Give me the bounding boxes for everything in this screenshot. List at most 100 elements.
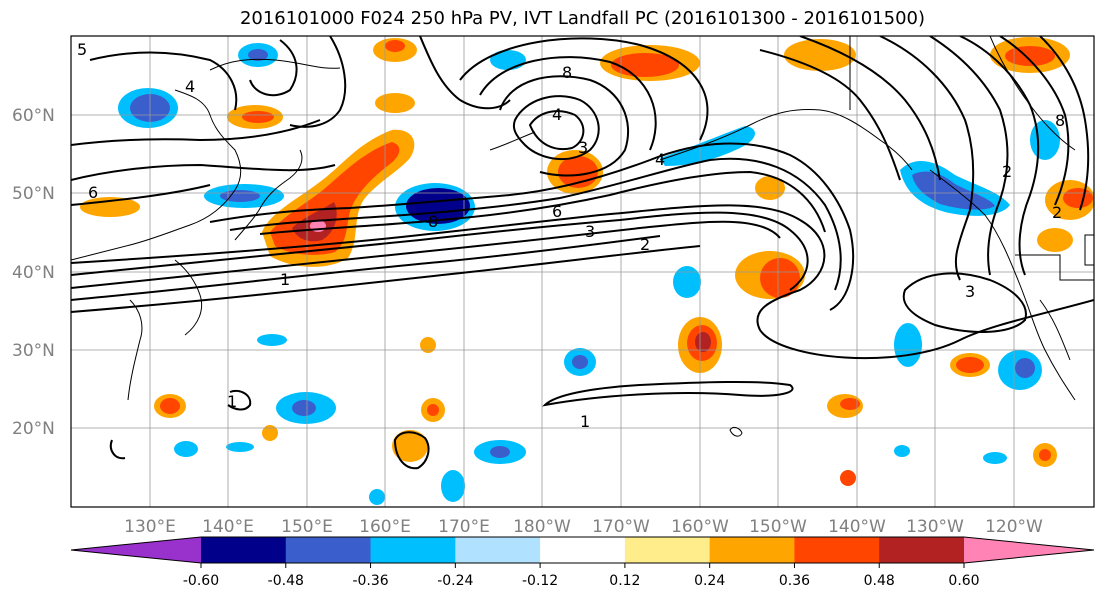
colorbar-extend-min	[71, 537, 201, 563]
lon-label: 160°E	[359, 517, 411, 537]
positive-anomaly-core	[956, 357, 984, 373]
positive-anomaly	[1037, 228, 1073, 252]
positive-anomaly	[375, 93, 415, 113]
lon-label: 120°W	[985, 517, 1043, 537]
contour-label: 4	[552, 105, 562, 124]
negative-anomaly	[660, 126, 756, 166]
contour-label: 6	[88, 183, 98, 202]
contour-label: 8	[1055, 111, 1065, 130]
colorbar-tick-label: 0.24	[694, 573, 725, 589]
colorbar-segment	[540, 537, 626, 563]
contour-label: 4	[655, 150, 665, 169]
longitude-labels: 130°E 140°E 150°E 160°E 170°E 180°W 170°…	[124, 517, 1043, 537]
contour-label: 1	[280, 270, 290, 289]
lon-label: 150°W	[749, 517, 807, 537]
colorbar-tick-label: 0.60	[948, 573, 979, 589]
lon-label: 180°W	[513, 517, 571, 537]
negative-anomaly	[983, 452, 1007, 464]
contour-label: 3	[578, 138, 588, 157]
negative-anomaly-core	[406, 188, 470, 224]
colorbar-tick-label: -0.60	[183, 573, 219, 589]
positive-anomaly-core	[160, 398, 180, 414]
colorbar-segment	[624, 537, 711, 563]
positive-anomaly	[262, 425, 278, 441]
latitude-labels: 60°N 50°N 40°N 30°N 20°N	[12, 106, 55, 439]
lon-label: 160°W	[671, 517, 729, 537]
colorbar-segment	[879, 537, 965, 563]
lon-label: 170°E	[438, 517, 490, 537]
contour-label: 3	[585, 222, 595, 241]
contour-label: 8	[428, 212, 438, 231]
contour-label: 1	[227, 392, 237, 411]
lon-label: 140°E	[202, 517, 254, 537]
contour-label: 6	[552, 202, 562, 221]
positive-anomaly-core	[427, 404, 439, 416]
map-title: 2016101000 F024 250 hPa PV, IVT Landfall…	[239, 8, 926, 29]
contour-label: 2	[640, 235, 650, 254]
contour-labels: 1 2 3 6 8 4 3 2 1 6 4 8 5 2 1 3 4 8	[77, 40, 1065, 431]
contour-label: 1	[580, 412, 590, 431]
lon-label: 130°W	[906, 517, 964, 537]
colorbar-tick-label: -0.24	[437, 573, 473, 589]
negative-anomaly	[257, 334, 287, 346]
lat-label: 40°N	[12, 263, 55, 283]
contour-label: 5	[77, 40, 87, 59]
negative-anomaly-core	[220, 190, 260, 202]
colorbar-extend-max	[964, 537, 1094, 563]
coastlines	[71, 36, 1094, 437]
colorbar-tick-label: -0.12	[522, 573, 558, 589]
colorbar-segment	[709, 537, 795, 563]
negative-anomaly	[894, 445, 910, 457]
colorbar-tick-label: 0.12	[609, 573, 640, 589]
negative-anomaly	[441, 470, 465, 502]
contour-label: 2	[1052, 203, 1062, 222]
negative-anomaly-core	[572, 355, 588, 369]
negative-anomaly-core	[292, 400, 316, 416]
lat-label: 60°N	[12, 106, 55, 126]
contour-label: 2	[1002, 162, 1012, 181]
colorbar-tick-label: -0.48	[268, 573, 304, 589]
lon-label: 140°W	[828, 517, 886, 537]
lat-label: 30°N	[12, 341, 55, 361]
positive-anomaly-core	[1063, 188, 1093, 208]
negative-anomaly	[894, 323, 922, 367]
lat-label: 20°N	[12, 419, 55, 439]
positive-anomaly	[420, 337, 436, 353]
positive-anomaly-core	[840, 398, 860, 410]
colorbar-tick-label: -0.36	[352, 573, 388, 589]
positive-anomaly-core	[760, 258, 800, 298]
positive-anomaly-core	[385, 40, 405, 52]
lat-label: 50°N	[12, 184, 55, 204]
colorbar-segment	[370, 537, 456, 563]
colorbar-segment	[285, 537, 372, 563]
colorbar-segment	[455, 537, 541, 563]
contour-label: 4	[185, 77, 195, 96]
colorbar-segment	[201, 537, 287, 563]
colorbar: -0.60 -0.48 -0.36 -0.24 -0.12 0.12 0.24 0.36 0.4…	[70, 536, 1095, 589]
colorbar-segment	[794, 537, 880, 563]
positive-anomaly	[840, 470, 856, 486]
negative-anomaly	[174, 441, 198, 457]
negative-anomaly-core	[912, 171, 995, 210]
negative-anomaly-core	[490, 446, 510, 458]
positive-anomaly-peak	[695, 332, 711, 352]
lon-label: 130°E	[124, 517, 176, 537]
positive-anomaly	[755, 176, 785, 200]
positive-anomaly-core	[242, 111, 274, 123]
positive-anomaly	[392, 430, 428, 462]
negative-anomaly	[369, 489, 385, 505]
pv-contours	[71, 36, 1094, 470]
positive-anomaly-core	[1039, 449, 1051, 461]
negative-anomaly	[490, 50, 526, 70]
contour-label: 8	[562, 63, 572, 82]
colorbar-tick-label: 0.36	[779, 573, 810, 589]
lon-label: 170°W	[592, 517, 650, 537]
colorbar-tick-label: 0.48	[864, 573, 895, 589]
negative-anomaly	[226, 442, 254, 452]
lon-label: 150°E	[281, 517, 333, 537]
negative-anomaly-core	[248, 49, 268, 61]
negative-anomaly-core	[1015, 358, 1035, 378]
contour-label: 3	[965, 282, 975, 301]
positive-anomaly-core	[1005, 46, 1055, 66]
